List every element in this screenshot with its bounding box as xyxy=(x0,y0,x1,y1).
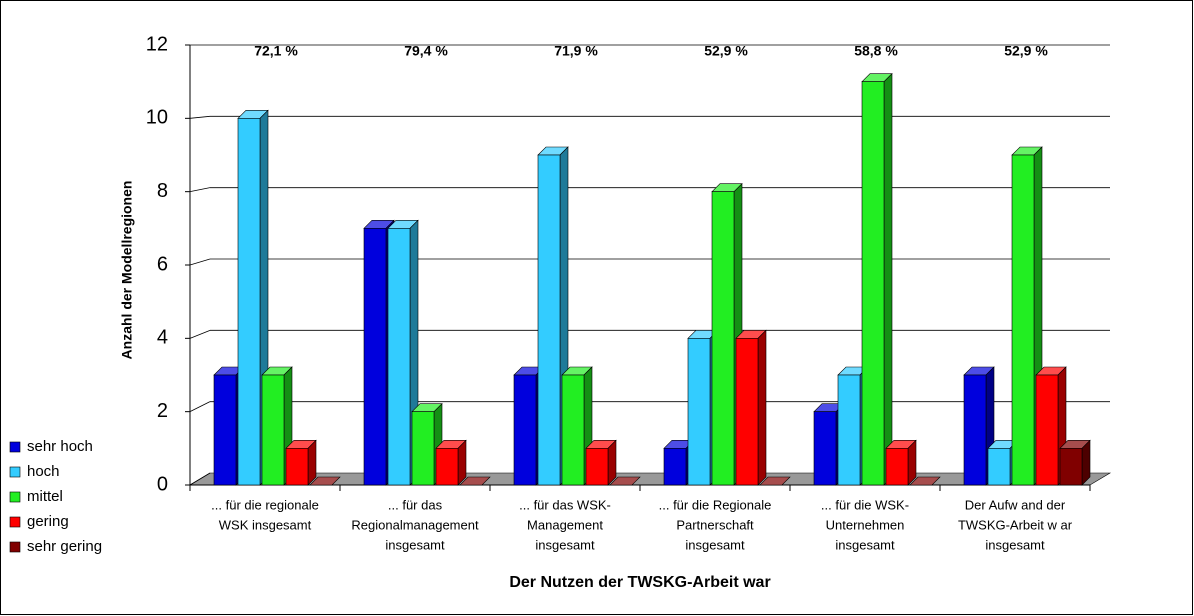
bar-top xyxy=(759,476,791,486)
x-tick-label: ... für das WSK- xyxy=(519,497,611,512)
y-tick-label: 0 xyxy=(157,473,168,495)
bar xyxy=(585,448,609,486)
bar-side xyxy=(457,439,467,486)
legend-label: mittel xyxy=(27,488,63,505)
y-tick-label: 10 xyxy=(146,107,168,129)
x-axis-label: Der Nutzen der TWSKG-Arbeit war xyxy=(509,574,770,591)
bar xyxy=(387,228,411,486)
bar xyxy=(711,191,735,486)
bar xyxy=(813,411,837,486)
x-tick-label: ... für die Regionale xyxy=(659,497,772,512)
y-tick-label: 6 xyxy=(157,253,168,275)
bar-top xyxy=(909,476,941,486)
y-tick-label: 2 xyxy=(157,400,168,422)
bar xyxy=(435,448,459,486)
x-tick-label: Der Aufw and der xyxy=(965,497,1066,512)
bar-side xyxy=(883,72,893,486)
annotation: 72,1 % xyxy=(254,43,298,59)
legend-label: hoch xyxy=(27,463,60,480)
bar xyxy=(837,374,861,486)
bar-top xyxy=(459,476,491,486)
y-axis-label: Anzahl der Modellregionen xyxy=(119,181,135,360)
y-tick-diag xyxy=(189,472,211,486)
bar xyxy=(1011,154,1035,486)
bar xyxy=(663,448,687,486)
bar-side xyxy=(607,439,617,486)
x-tick-label: insgesamt xyxy=(385,537,445,552)
bar xyxy=(363,228,387,486)
x-tick-label: Partnerschaft xyxy=(676,517,754,532)
legend-swatch xyxy=(9,516,21,528)
y-tick-diag xyxy=(189,187,211,193)
y-tick-diag xyxy=(189,329,211,339)
x-tick-label: Unternehmen xyxy=(826,517,905,532)
x-tick-label: insgesamt xyxy=(685,537,745,552)
bar xyxy=(213,374,237,486)
legend-swatch xyxy=(9,541,21,553)
y-tick-diag xyxy=(189,115,211,119)
x-tick-label: ... für die WSK- xyxy=(821,497,909,512)
bar xyxy=(513,374,537,486)
bar-side xyxy=(757,329,767,486)
bar xyxy=(411,411,435,486)
bar xyxy=(861,81,885,486)
legend-swatch xyxy=(9,441,21,453)
bar xyxy=(237,118,261,486)
annotation: 79,4 % xyxy=(404,43,448,59)
bar xyxy=(987,448,1011,486)
y-tick-diag xyxy=(189,401,211,413)
bar xyxy=(1059,448,1083,486)
x-tick-label: Management xyxy=(527,517,603,532)
x-tick-label: insgesamt xyxy=(835,537,895,552)
bar xyxy=(885,448,909,486)
legend-label: sehr gering xyxy=(27,538,102,555)
x-tick-label: WSK insgesamt xyxy=(219,517,312,532)
annotation: 71,9 % xyxy=(554,43,598,59)
legend-swatch xyxy=(9,466,21,478)
bar-side xyxy=(907,439,917,486)
bar-top xyxy=(609,476,641,486)
x-tick-label: insgesamt xyxy=(985,537,1045,552)
bar-side xyxy=(1081,439,1091,486)
annotation: 52,9 % xyxy=(1004,43,1048,59)
y-tick-label: 4 xyxy=(157,327,168,349)
y-tick-label: 8 xyxy=(157,180,168,202)
x-tick-label: ... für das xyxy=(388,497,443,512)
y-tick-diag xyxy=(189,258,211,266)
x-tick-label: TWSKG-Arbeit w ar xyxy=(958,517,1073,532)
x-tick-label: Regionalmanagement xyxy=(351,517,479,532)
annotation: 58,8 % xyxy=(854,43,898,59)
bar xyxy=(963,374,987,486)
bar-top xyxy=(309,476,341,486)
legend-label: gering xyxy=(27,513,69,530)
bar xyxy=(561,374,585,486)
annotation: 52,9 % xyxy=(704,43,748,59)
y-tick-label: 12 xyxy=(146,33,168,55)
legend-label: sehr hoch xyxy=(27,438,93,455)
bar xyxy=(735,338,759,486)
x-tick-label: ... für die regionale xyxy=(211,497,319,512)
x-tick-label: insgesamt xyxy=(535,537,595,552)
bar xyxy=(261,374,285,486)
bar-side xyxy=(307,439,317,486)
bar xyxy=(1035,374,1059,486)
bar xyxy=(687,338,711,486)
bar xyxy=(285,448,309,486)
bar xyxy=(537,154,561,486)
legend-swatch xyxy=(9,491,21,503)
